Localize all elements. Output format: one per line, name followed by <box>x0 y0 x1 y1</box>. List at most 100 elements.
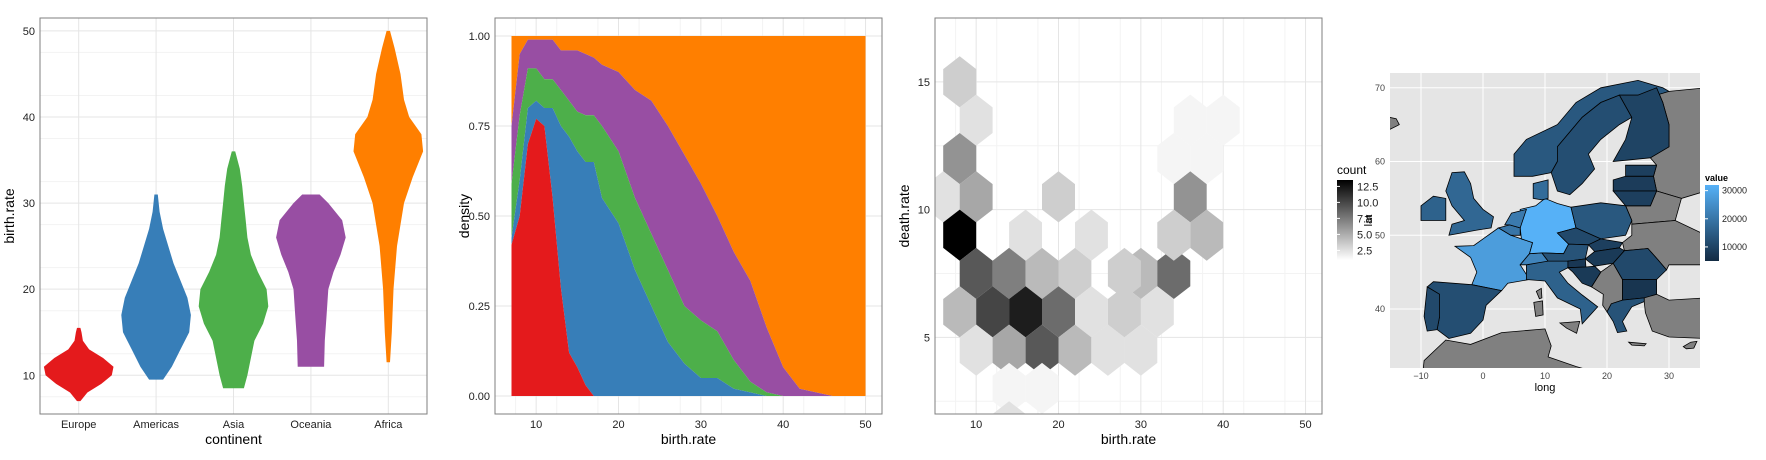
hex-cell <box>1009 286 1042 338</box>
y-tick-label: 0.50 <box>469 211 490 223</box>
hex-cell <box>1058 247 1092 299</box>
x-tick-label: 20 <box>1602 371 1612 381</box>
legend-tick-label: 12.5 <box>1357 181 1378 193</box>
y-tick-label: 60 <box>1375 157 1385 167</box>
hex-cell <box>943 286 977 338</box>
hex-cell <box>1124 324 1158 376</box>
country-bulgaria <box>1622 279 1657 301</box>
plot-border <box>39 17 428 415</box>
hex-cell <box>1157 247 1191 299</box>
y-tick-label: 10 <box>918 205 930 217</box>
country-lithuania <box>1612 190 1658 207</box>
hex-cell <box>1206 94 1240 146</box>
density-area-2 <box>511 68 866 397</box>
violin-europe <box>43 327 114 402</box>
legend-tick-label: 10.0 <box>1357 197 1378 209</box>
hex-cell <box>992 362 1026 414</box>
hex-cell <box>1157 209 1191 261</box>
hex-cell <box>1173 94 1207 146</box>
legend-tick-label: 20000 <box>1722 214 1747 224</box>
na-region <box>1682 340 1698 350</box>
hex-cell <box>992 247 1026 299</box>
hex-cell <box>1157 133 1191 185</box>
hex-cell <box>1025 247 1059 299</box>
violin-americas <box>121 194 191 380</box>
hex-cells <box>935 56 1240 414</box>
hex-cell <box>1190 209 1224 261</box>
y-tick-label: 20 <box>23 284 35 296</box>
y-axis-title: lat <box>1363 215 1375 227</box>
y-tick-label: 40 <box>1375 304 1385 314</box>
hex-cell <box>943 56 977 108</box>
y-tick-label: 70 <box>1375 83 1385 93</box>
legend-title: count <box>1337 163 1367 177</box>
na-region <box>1390 117 1400 130</box>
x-tick-label: 40 <box>777 419 789 431</box>
hex-cell <box>1140 286 1174 338</box>
hexbin-chart: 5 10 15 10 20 30 40 50 birth.rate death.rate count… <box>896 17 1378 447</box>
hex-cell <box>1091 324 1125 376</box>
na-region <box>1535 287 1543 300</box>
y-axis-title: density <box>456 194 472 238</box>
country-ireland <box>1420 195 1447 221</box>
x-axis-title: long <box>1535 382 1556 394</box>
country-greece <box>1606 297 1645 334</box>
hex-cell <box>959 171 993 223</box>
hex-cell <box>992 401 1026 414</box>
plot-border <box>494 17 883 415</box>
country-latvia <box>1612 175 1658 192</box>
hex-cell <box>1025 324 1059 376</box>
country-austria <box>1541 243 1589 262</box>
violin-chart: 10 20 30 40 50 Europe Americas Asia Oceania Afric… <box>1 17 428 447</box>
x-tick-label: 10 <box>970 419 982 431</box>
x-axis-title: continent <box>205 431 262 447</box>
country-belgium <box>1497 224 1521 236</box>
legend-tick-label: 10000 <box>1722 242 1747 252</box>
hex-cell <box>1190 133 1224 185</box>
x-tick-label: 30 <box>695 419 707 431</box>
legend-tick-label: 30000 <box>1722 186 1747 196</box>
y-tick-label: 30 <box>23 198 35 210</box>
y-tick-label: 0.25 <box>469 301 490 313</box>
plot-border <box>934 17 1323 415</box>
x-tick-label: Africa <box>374 419 403 431</box>
x-tick-label: Asia <box>223 419 245 431</box>
country-estonia <box>1625 164 1658 177</box>
hex-cell <box>1042 171 1075 223</box>
x-tick-label: 10 <box>1540 371 1550 381</box>
na-region <box>1551 21 1625 43</box>
country-finland <box>1612 87 1670 162</box>
hex-cell <box>1107 286 1141 338</box>
x-axis-title: birth.rate <box>1101 431 1156 447</box>
hex-cell <box>1173 171 1207 223</box>
hex-cell <box>1075 286 1108 338</box>
density-area-0 <box>511 118 866 397</box>
violin-africa <box>353 30 424 363</box>
y-tick-label: 1.00 <box>469 31 490 43</box>
x-tick-label: Oceania <box>290 419 332 431</box>
na-region <box>1558 321 1581 334</box>
legend-colorbar <box>1337 180 1353 260</box>
x-tick-label: 0 <box>1480 371 1485 381</box>
legend-tick-label: 7.5 <box>1357 213 1372 225</box>
hex-cell <box>935 171 960 223</box>
hex-cell <box>1075 209 1108 261</box>
hex-cell <box>1009 209 1042 261</box>
x-tick-label: 20 <box>612 419 624 431</box>
y-tick-label: 15 <box>918 77 930 89</box>
y-tick-label: 50 <box>23 26 35 38</box>
x-tick-label: 50 <box>859 419 871 431</box>
na-region <box>1533 300 1544 317</box>
hex-cell <box>1058 324 1092 376</box>
stacked-density-chart: 0.00 0.25 0.50 0.75 1.00 10 20 30 40 50 birth.rate… <box>456 17 883 447</box>
country-portugal <box>1423 286 1440 332</box>
hex-cell <box>959 324 993 376</box>
y-axis-title: birth.rate <box>1 188 17 243</box>
country-united-kingdom <box>1445 171 1494 236</box>
density-area-1 <box>511 100 866 397</box>
legend-tick-label: 2.5 <box>1357 245 1372 257</box>
y-tick-label: 5 <box>924 332 930 344</box>
x-tick-label: Europe <box>61 419 96 431</box>
country-netherlands <box>1504 208 1528 229</box>
